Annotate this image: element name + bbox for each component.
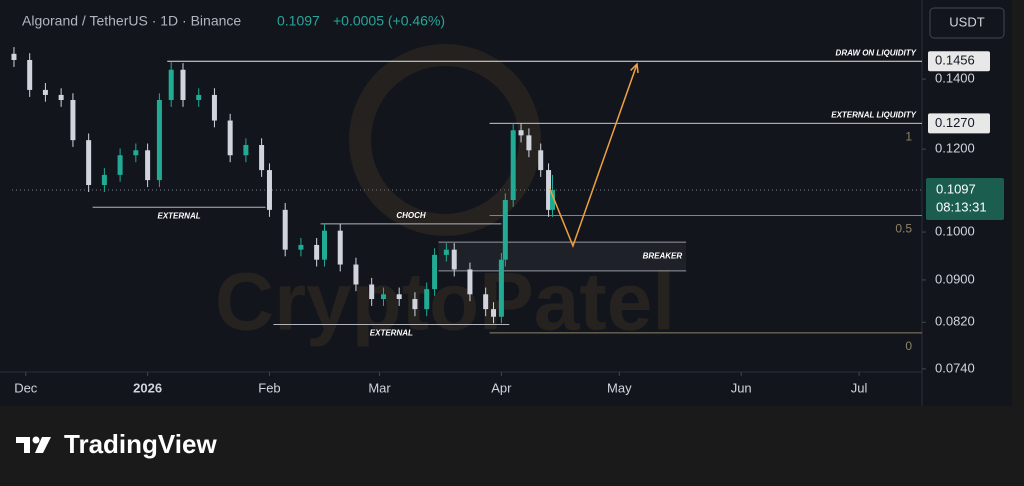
candle-body bbox=[133, 150, 139, 156]
candle-body bbox=[353, 264, 359, 285]
candle-body bbox=[518, 130, 524, 136]
candle-body bbox=[322, 230, 328, 260]
candle-body bbox=[498, 259, 504, 317]
currency-label[interactable]: USDT bbox=[949, 14, 984, 29]
candle-body bbox=[412, 299, 418, 310]
price-axis-marker-label: 0.1456 bbox=[935, 53, 975, 68]
candle-body bbox=[369, 284, 375, 300]
candle-body bbox=[282, 209, 288, 250]
x-tick-label: Feb bbox=[258, 380, 280, 395]
y-tick-label: 0.1200 bbox=[935, 141, 975, 156]
candle-body bbox=[227, 120, 233, 156]
candle-body bbox=[380, 294, 386, 300]
price-axis-marker-label: 0.1270 bbox=[935, 115, 975, 130]
last-price-marker bbox=[926, 177, 1004, 220]
candle-body bbox=[196, 94, 202, 101]
price-axis-marker bbox=[928, 113, 990, 134]
x-tick-label: Dec bbox=[14, 380, 38, 395]
logo-icon bbox=[32, 436, 40, 444]
candle-body bbox=[483, 294, 489, 310]
y-tick-label: 0.0820 bbox=[935, 314, 975, 329]
candle-body bbox=[491, 309, 497, 317]
projection-path bbox=[549, 63, 638, 249]
x-tick-label: Jul bbox=[851, 380, 868, 395]
x-tick-label: 2026 bbox=[133, 380, 162, 395]
candle-body bbox=[396, 294, 402, 300]
annotation-label: DRAW ON LIQUIDITY bbox=[836, 48, 917, 57]
fib-level-label: 1 bbox=[905, 130, 912, 144]
candle-body bbox=[266, 170, 272, 210]
candle-body bbox=[443, 249, 449, 255]
candle-body bbox=[156, 100, 162, 181]
candle-body bbox=[86, 140, 92, 186]
candle-body bbox=[424, 289, 430, 310]
breaker-zone bbox=[438, 242, 687, 271]
candle-body bbox=[546, 170, 552, 210]
fib-level-label: 0.5 bbox=[895, 222, 912, 236]
x-tick-label: Jun bbox=[731, 380, 752, 395]
candle-body bbox=[101, 174, 107, 186]
countdown-label: 08:13:31 bbox=[936, 199, 987, 214]
candle-body bbox=[70, 100, 76, 141]
x-tick-label: May bbox=[607, 380, 632, 395]
candle-body bbox=[510, 130, 516, 201]
candle-body bbox=[298, 244, 304, 250]
x-tick-label: Mar bbox=[368, 380, 391, 395]
candle-body bbox=[526, 135, 532, 151]
candle-body bbox=[42, 89, 48, 95]
candle-body bbox=[58, 94, 64, 101]
logo-icon bbox=[35, 437, 51, 453]
fib-level-label: 0 bbox=[905, 339, 912, 353]
candle-body bbox=[502, 200, 508, 260]
currency-button[interactable] bbox=[929, 7, 1005, 39]
x-tick-label: Apr bbox=[491, 380, 512, 395]
candle-body bbox=[432, 254, 438, 290]
projection-arrowhead bbox=[630, 62, 639, 74]
breaker-label: BREAKER bbox=[643, 252, 683, 261]
last-price-label: 0.1097 bbox=[936, 181, 976, 196]
candle-body bbox=[11, 53, 17, 61]
candle-body bbox=[145, 150, 151, 181]
y-tick-label: 0.0900 bbox=[935, 271, 975, 286]
annotation-label: CHOCH bbox=[396, 211, 426, 220]
y-tick-label: 0.0740 bbox=[935, 360, 975, 375]
candle-body bbox=[467, 269, 473, 295]
chart-title: Algorand / TetherUS · 1D · Binance bbox=[22, 13, 241, 29]
candle-body bbox=[168, 69, 174, 101]
y-tick-label: 0.1400 bbox=[935, 71, 975, 86]
y-tick-label: 0.1000 bbox=[935, 223, 975, 238]
candle-body bbox=[549, 189, 555, 210]
header-price: 0.1097 bbox=[277, 13, 320, 29]
annotation-label: EXTERNAL bbox=[158, 211, 201, 220]
logo-text: TradingView bbox=[64, 429, 217, 459]
candle-body bbox=[337, 230, 343, 265]
header-change: +0.0005 (+0.46%) bbox=[333, 13, 445, 29]
annotation-label: EXTERNAL bbox=[370, 329, 413, 338]
annotation-label: EXTERNAL LIQUIDITY bbox=[831, 110, 916, 119]
candle-body bbox=[538, 150, 544, 171]
tradingview-logo: TradingView bbox=[16, 429, 217, 459]
candle-body bbox=[211, 94, 217, 121]
candle-body bbox=[259, 145, 265, 171]
candle-body bbox=[451, 249, 457, 270]
price-axis-marker bbox=[928, 51, 990, 72]
logo-icon bbox=[16, 437, 30, 453]
candle-body bbox=[243, 145, 249, 156]
candle-body bbox=[314, 244, 320, 260]
candle-body bbox=[117, 155, 123, 175]
candle-body bbox=[27, 60, 33, 90]
candle-body bbox=[180, 69, 186, 101]
